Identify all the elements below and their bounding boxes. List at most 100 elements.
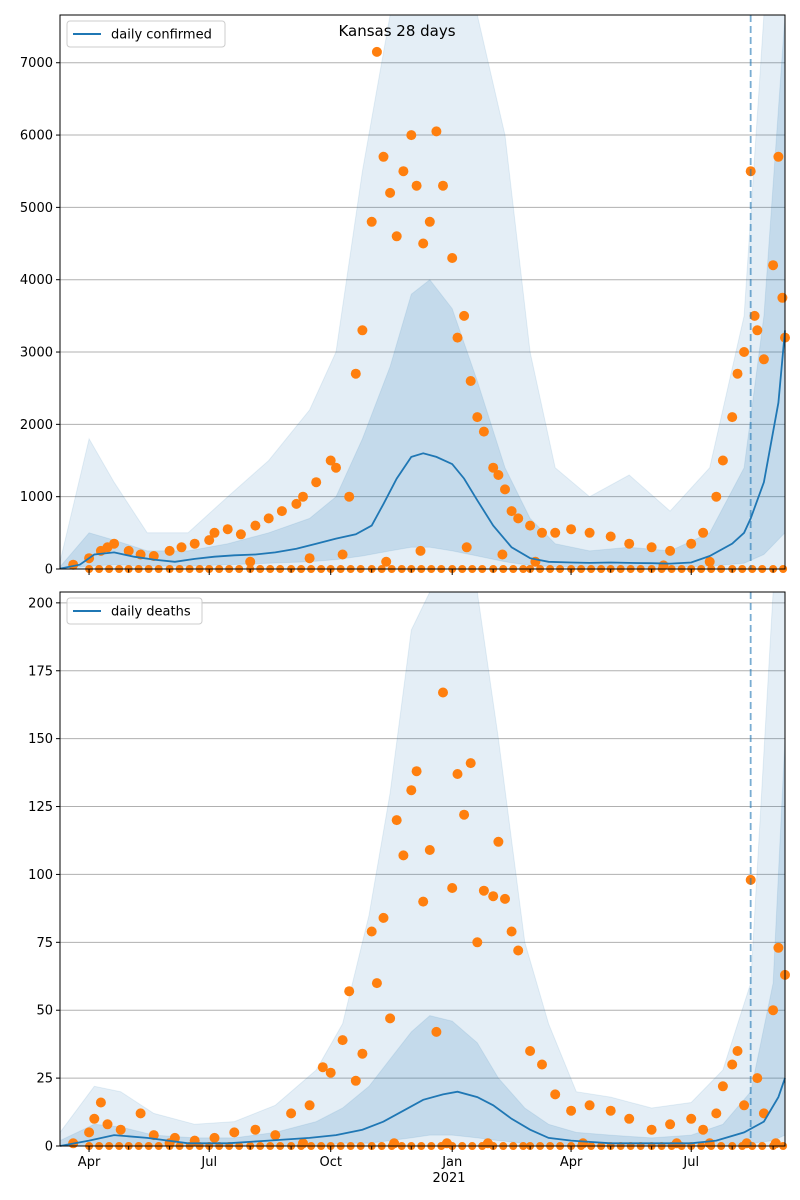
confirmed-data-point — [732, 368, 743, 379]
deaths-data-point — [115, 1124, 126, 1135]
deaths-data-point — [525, 1046, 536, 1056]
deaths-data-point — [537, 1059, 547, 1070]
confirmed-data-point — [506, 506, 517, 517]
deaths-data-point — [550, 1089, 561, 1100]
confirmed-data-point — [109, 538, 120, 549]
x-tick-label-4: Apr — [560, 1155, 583, 1170]
deaths-data-point — [500, 893, 510, 904]
deaths-series-line — [59, 1077, 786, 1147]
confirmed-y-tick-label-2: 2000 — [20, 418, 53, 433]
deaths-data-point — [472, 937, 483, 948]
deaths-data-point — [371, 978, 382, 989]
deaths-data-point — [711, 1108, 722, 1119]
deaths-data-point — [89, 1113, 100, 1124]
deaths-data-point — [366, 926, 377, 937]
confirmed-data-point — [391, 231, 402, 242]
confirmed-y-tick-label-6: 6000 — [20, 129, 53, 144]
deaths-data-point — [739, 1100, 750, 1111]
confirmed-data-point — [189, 538, 200, 549]
confirmed-data-point — [304, 553, 315, 564]
confirmed-data-point — [431, 126, 442, 137]
confirmed-plot-frame — [60, 15, 785, 569]
confirmed-data-point — [123, 545, 134, 556]
confirmed-data-point — [415, 545, 426, 556]
confirmed-data-point — [493, 470, 504, 480]
confirmed-data-point — [646, 542, 657, 553]
deaths-data-point — [447, 883, 458, 893]
deaths-plot-border — [59, 591, 786, 1147]
deaths-data-point — [102, 1119, 113, 1130]
confirmed-y-tick-label-1: 1000 — [20, 490, 53, 505]
deaths-data-point — [431, 1026, 442, 1037]
confirmed-x-ticks — [88, 569, 774, 575]
confirmed-data-point — [773, 151, 784, 162]
confirmed-data-point — [331, 462, 341, 473]
deaths-y-tick-label-3: 75 — [36, 936, 53, 951]
deaths-y-tick-label-8: 200 — [28, 596, 53, 611]
confirmed-data-point — [235, 529, 246, 540]
confirmed-plot-border — [59, 14, 786, 570]
confirmed-data-point — [497, 549, 508, 560]
deaths-data-point — [488, 891, 499, 902]
confirmed-data-point — [298, 491, 308, 502]
confirmed-data-point — [459, 310, 470, 321]
deaths-data-point — [665, 1119, 676, 1130]
deaths-data-point — [411, 766, 422, 777]
confirmed-y-tick-label-7: 7000 — [20, 56, 53, 71]
deaths-data-point — [209, 1132, 220, 1143]
deaths-data-point — [325, 1067, 336, 1078]
confirmed-data-point — [398, 166, 409, 177]
deaths-data-point — [229, 1127, 240, 1138]
deaths-data-point — [406, 785, 417, 796]
deaths-data-point — [506, 926, 517, 937]
confirmed-data-point — [438, 180, 448, 191]
deaths-data-point — [584, 1100, 595, 1111]
confirmed-data-point — [276, 506, 287, 517]
confirmed-data-point — [513, 513, 524, 524]
deaths-data-point — [727, 1059, 738, 1070]
confirmed-data-point — [411, 180, 422, 191]
deaths-data-point — [513, 945, 524, 956]
confirmed-data-point — [447, 253, 458, 263]
deaths-data-point — [646, 1124, 657, 1135]
confirmed-data-point — [406, 130, 417, 141]
confirmed-data-point — [758, 354, 769, 365]
confirmed-data-point — [311, 477, 322, 488]
deaths-y-tick-label-4: 100 — [28, 868, 53, 883]
confirmed-data-point — [204, 535, 215, 546]
confirmed-y-axis: 0 1000 2000 3000 4000 5000 6000 7000 — [20, 56, 60, 578]
deaths-data-point — [337, 1035, 348, 1046]
confirmed-data-point — [325, 455, 336, 466]
deaths-data-point — [686, 1113, 697, 1124]
x-tick-label-0: Apr — [78, 1155, 101, 1170]
confirmed-data-point — [452, 332, 463, 343]
confirmed-data-point — [500, 484, 510, 495]
confirmed-data-point — [291, 498, 302, 509]
chart-title: Kansas 28 days — [338, 22, 455, 40]
deaths-data-point — [391, 815, 402, 826]
deaths-data-point — [304, 1100, 315, 1111]
x-tick-label-1: Jul — [200, 1155, 217, 1170]
confirmed-data-point — [350, 368, 361, 379]
deaths-y-tick-label-7: 175 — [28, 664, 53, 679]
deaths-data-point — [317, 1062, 328, 1073]
deaths-y-tick-label-2: 50 — [36, 1004, 53, 1019]
confirmed-data-point — [566, 524, 577, 535]
confirmed-data-point — [478, 426, 489, 437]
confirmed-data-point — [711, 491, 722, 502]
confirmed-data-point — [164, 545, 175, 556]
deaths-data-point — [605, 1105, 616, 1116]
deaths-data-point — [773, 942, 784, 953]
confirmed-data-point — [686, 538, 697, 549]
confirmed-data-point — [263, 513, 274, 524]
confirmed-data-point — [378, 151, 389, 162]
deaths-data-point — [624, 1113, 635, 1124]
deaths-x-axis: Apr Jul Oct Jan Apr Jul — [78, 1146, 774, 1170]
confirmed-data-point — [727, 412, 738, 423]
confirmed-y-tick-label-5: 5000 — [20, 201, 53, 216]
confirmed-data-point — [209, 527, 220, 538]
confirmed-data-point — [337, 549, 348, 560]
confirmed-data-point — [752, 325, 763, 336]
confirmed-data-point — [739, 347, 750, 357]
